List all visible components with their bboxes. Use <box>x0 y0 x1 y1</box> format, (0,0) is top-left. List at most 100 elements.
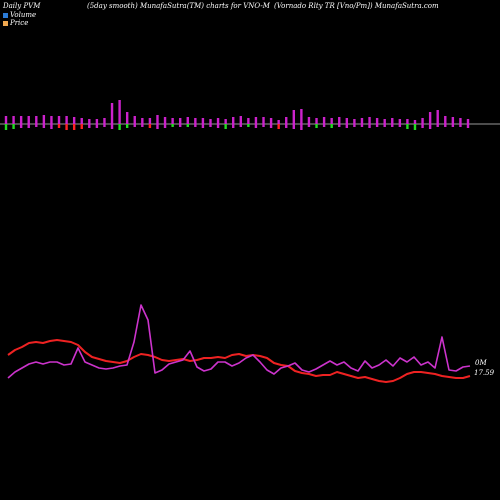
volume-bar-up <box>451 117 455 124</box>
volume-bar-up <box>466 119 470 124</box>
volume-bar-up <box>88 119 91 124</box>
volume-bar-up <box>307 117 311 124</box>
chart-header-left: Daily PVM <box>3 2 41 10</box>
volume-bar-up <box>322 117 326 124</box>
volume-bar-up <box>141 118 144 124</box>
volume-tag-label: 0M <box>475 359 487 367</box>
volume-bar-up <box>338 117 341 124</box>
volume-bar-down <box>254 124 258 128</box>
volume-bar-down <box>406 124 409 129</box>
volume-bar-down <box>413 124 417 130</box>
volume-bar-down <box>148 124 152 128</box>
price-swatch-icon <box>3 20 8 26</box>
volume-bar-up <box>65 116 68 124</box>
volume-bar-down <box>239 124 242 127</box>
volume-bar-down <box>285 124 288 128</box>
volume-bar-up <box>209 119 212 124</box>
volume-bar-up <box>201 118 205 124</box>
volume-bar-up <box>224 119 227 124</box>
chart-header-center: (5day smooth) MunafaSutra(TM) charts for… <box>87 2 270 10</box>
volume-bar-down <box>65 124 68 130</box>
volume-bar-up <box>277 120 280 124</box>
volume-bar-up <box>178 118 182 124</box>
volume-bar-up <box>368 117 371 124</box>
volume-bar-up <box>103 118 106 124</box>
volume-bar-down <box>80 124 83 129</box>
volume-bar-up <box>247 118 250 124</box>
volume-bar-up <box>42 115 46 124</box>
volume-bar-down <box>178 124 182 127</box>
volume-bar-up <box>413 120 417 124</box>
volume-bar-down <box>110 124 114 129</box>
volume-bar-down <box>171 124 174 127</box>
volume-bar-down <box>156 124 159 129</box>
volume-bar-up <box>27 116 30 124</box>
volume-bar-down <box>57 124 61 128</box>
volume-bar-up <box>459 118 462 124</box>
volume-bar-up <box>292 110 296 124</box>
volume-bar-up <box>353 119 356 124</box>
legend-price-label: Price <box>10 19 29 27</box>
volume-bar-down <box>95 124 99 128</box>
volume-bar-up <box>95 119 99 124</box>
volume-bar-up <box>118 100 121 124</box>
volume-bar-up <box>80 118 83 124</box>
volume-bar-up <box>133 116 136 124</box>
volume-bar-up <box>4 116 8 124</box>
volume-bar-up <box>19 116 23 124</box>
volume-bar-up <box>375 118 379 124</box>
volume-bar-up <box>421 118 424 124</box>
volume-bar-down <box>345 124 349 128</box>
volume-bar-up <box>72 117 76 124</box>
volume-bar-up <box>110 103 114 124</box>
volume-bar-up <box>232 117 235 124</box>
volume-bar-down <box>300 124 303 130</box>
volume-bar-down <box>444 124 447 127</box>
volume-bar-up <box>148 118 152 124</box>
volume-bar-down <box>428 124 432 129</box>
volume-bar-down <box>125 124 129 128</box>
volume-bar-up <box>35 116 38 124</box>
volume-bar-down <box>330 124 333 128</box>
volume-bar-up <box>194 118 197 124</box>
volume-bar-down <box>186 124 189 127</box>
volume-bar-down <box>133 124 136 127</box>
volume-bar-down <box>436 124 439 127</box>
volume-bar-up <box>12 116 15 124</box>
volume-bar-down <box>269 124 273 128</box>
volume-bar-down <box>42 124 46 128</box>
volume-bar-up <box>163 117 167 124</box>
volume-bar-down <box>398 124 402 127</box>
volume-bar-up <box>262 117 265 124</box>
volume-bar-up <box>156 115 159 124</box>
volume-bar-up <box>315 118 318 124</box>
chart-header-right: (Vornado Rlty TR [Vno/Pm]) MunafaSutra.c… <box>274 2 439 10</box>
volume-bar-down <box>27 124 30 128</box>
volume-bar-up <box>254 117 258 124</box>
volume-bar-up <box>186 117 189 124</box>
volume-bar-down <box>353 124 356 127</box>
volume-bar-up <box>285 117 288 124</box>
volume-bar-down <box>103 124 106 127</box>
volume-bar-up <box>383 119 386 124</box>
volume-bar-down <box>338 124 341 127</box>
volume-bar-up <box>216 118 220 124</box>
volume-bar-down <box>141 124 144 127</box>
volume-bar-down <box>391 124 394 127</box>
volume-bar-up <box>436 110 439 124</box>
legend-price: Price <box>3 19 28 27</box>
price-line <box>7 339 471 383</box>
volume-bar-up <box>428 112 432 124</box>
volume-bar-down <box>4 124 8 130</box>
volume-bar-up <box>269 118 273 124</box>
volume-bar-up <box>391 118 394 124</box>
volume-bar-up <box>300 109 303 124</box>
volume-bar-down <box>368 124 371 128</box>
volume-bar-down <box>459 124 462 127</box>
volume-bar-down <box>12 124 15 129</box>
volume-bar-down <box>118 124 121 130</box>
volume-bar-down <box>201 124 205 128</box>
volume-bar-down <box>375 124 379 127</box>
